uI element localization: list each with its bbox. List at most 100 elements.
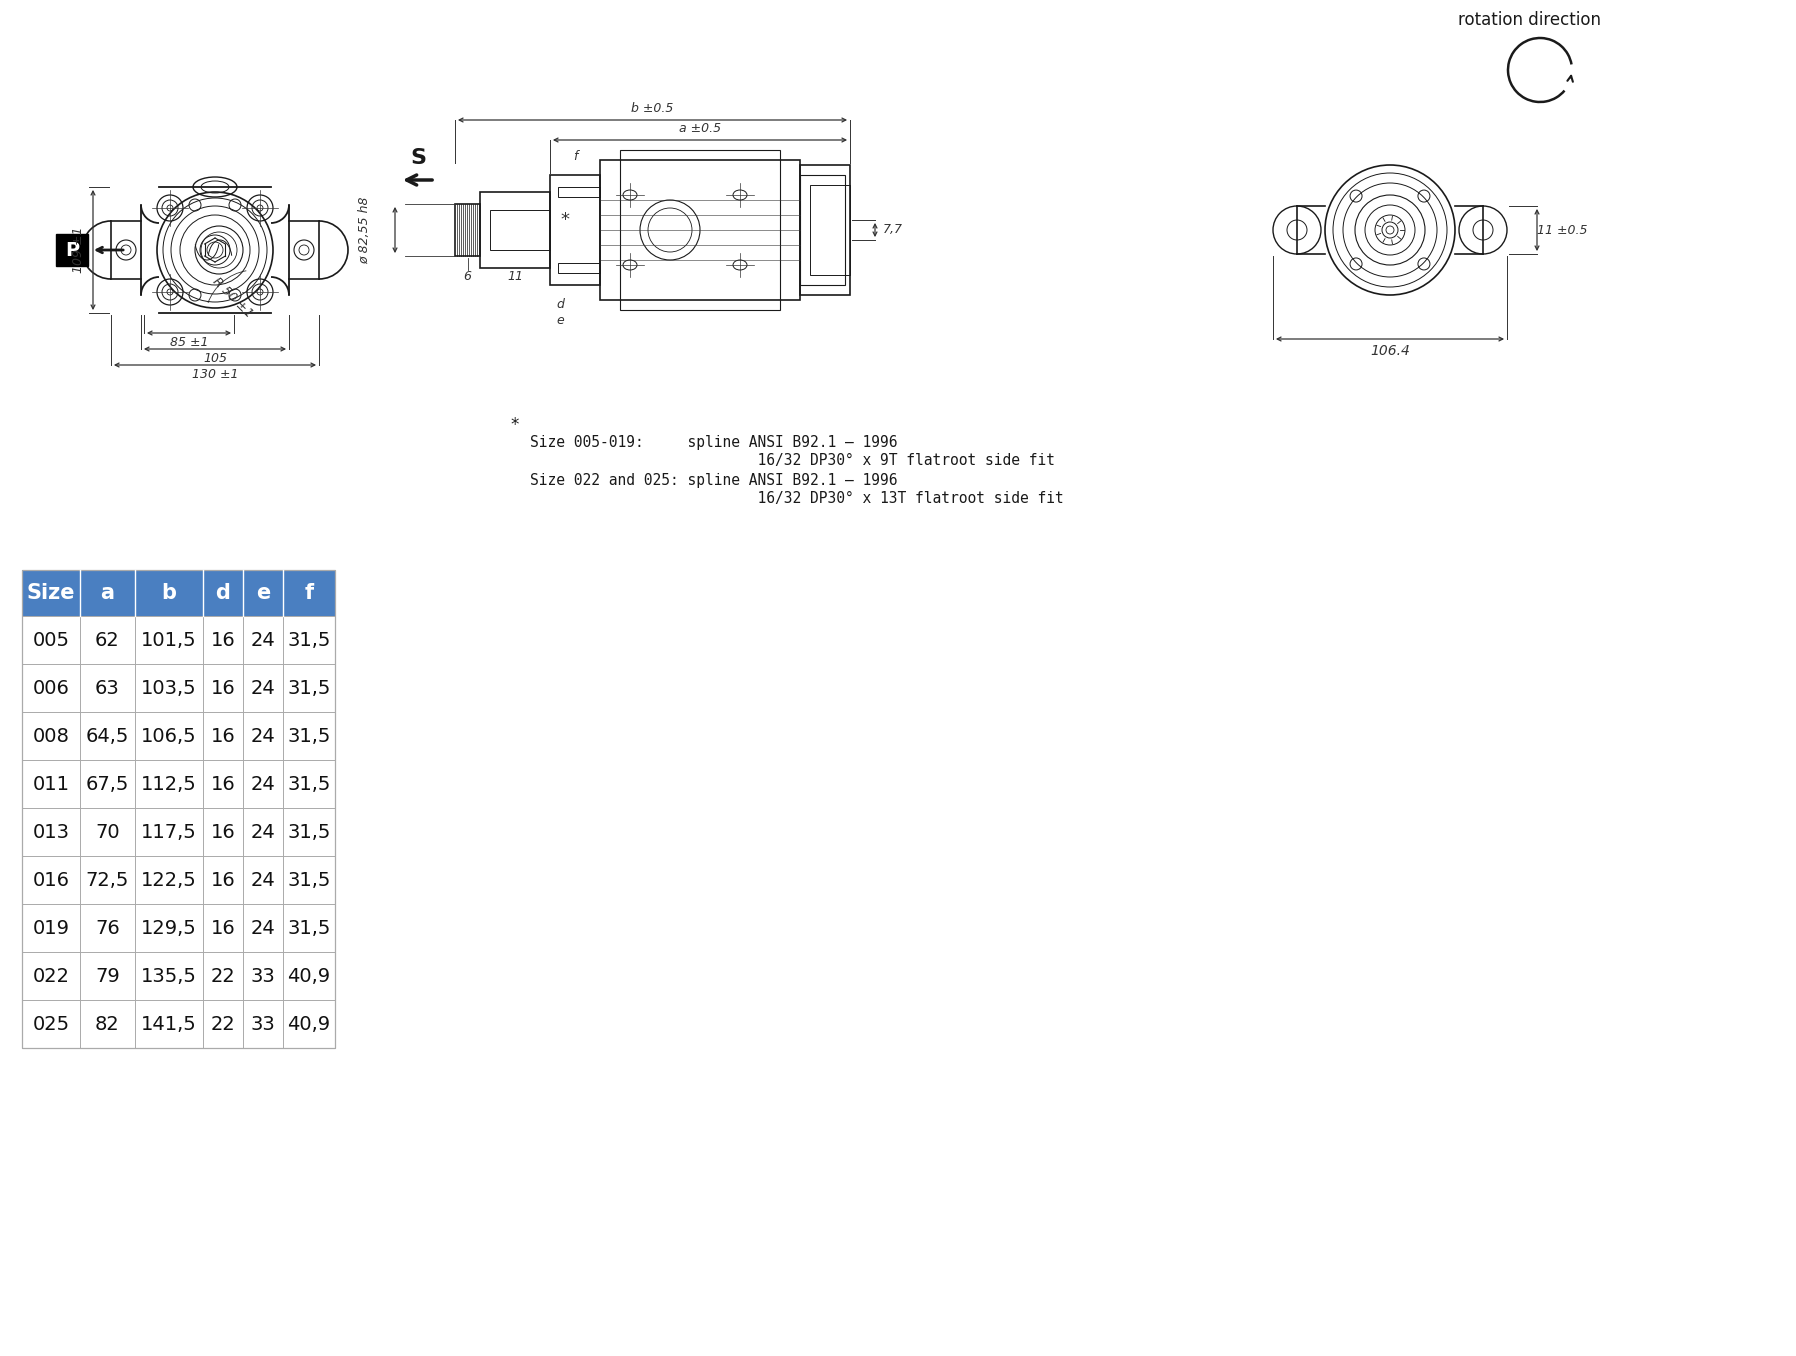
Text: d: d: [557, 298, 564, 312]
Text: 85 ±1: 85 ±1: [171, 336, 208, 350]
Bar: [203, 570, 242, 616]
Text: 016: 016: [32, 871, 70, 890]
Bar: [22, 570, 336, 616]
Text: 31,5: 31,5: [287, 727, 330, 746]
Text: 31,5: 31,5: [287, 823, 330, 842]
Text: 24: 24: [251, 774, 275, 793]
Text: 24: 24: [251, 631, 275, 650]
Bar: [454, 203, 480, 256]
Text: 16: 16: [210, 918, 235, 937]
Text: 67,5: 67,5: [86, 774, 129, 793]
Text: 129,5: 129,5: [142, 918, 198, 937]
Text: 11: 11: [506, 270, 523, 282]
Bar: [799, 175, 844, 285]
Text: 7,7: 7,7: [884, 224, 903, 236]
Text: a ±0.5: a ±0.5: [679, 122, 720, 134]
Text: 101,5: 101,5: [142, 631, 198, 650]
Text: 011: 011: [32, 774, 70, 793]
Text: e: e: [255, 583, 269, 603]
Text: 141,5: 141,5: [142, 1014, 198, 1033]
Bar: [22, 570, 81, 616]
Text: b: b: [162, 583, 176, 603]
Text: 31,5: 31,5: [287, 871, 330, 890]
Text: 31,5: 31,5: [287, 678, 330, 697]
Text: 025: 025: [32, 1014, 70, 1033]
Bar: [810, 184, 850, 275]
Text: Size: Size: [27, 583, 75, 603]
Text: 64,5: 64,5: [86, 727, 129, 746]
Text: 16: 16: [210, 727, 235, 746]
Bar: [620, 151, 779, 311]
Text: 005: 005: [32, 631, 70, 650]
Text: 16: 16: [210, 678, 235, 697]
Bar: [559, 263, 600, 273]
Text: 79: 79: [95, 967, 120, 986]
Text: 40,9: 40,9: [287, 967, 330, 986]
FancyBboxPatch shape: [56, 235, 88, 266]
Text: 31,5: 31,5: [287, 631, 330, 650]
Text: 109 ±1: 109 ±1: [72, 226, 86, 274]
Text: 24: 24: [251, 871, 275, 890]
Text: *: *: [510, 416, 519, 434]
Text: f: f: [573, 151, 577, 164]
Text: 31,5: 31,5: [287, 774, 330, 793]
Text: 62: 62: [95, 631, 120, 650]
Text: 22: 22: [210, 967, 235, 986]
Bar: [81, 570, 135, 616]
Text: R 50 ±1: R 50 ±1: [210, 275, 255, 320]
Bar: [550, 175, 600, 285]
Text: 122,5: 122,5: [142, 871, 198, 890]
Text: 33: 33: [251, 1014, 275, 1033]
Text: rotation direction: rotation direction: [1458, 11, 1602, 28]
Text: 16: 16: [210, 774, 235, 793]
Text: 135,5: 135,5: [142, 967, 198, 986]
Text: 24: 24: [251, 727, 275, 746]
Text: 022: 022: [32, 967, 70, 986]
Text: 106,5: 106,5: [142, 727, 198, 746]
Text: 16: 16: [210, 631, 235, 650]
Text: 112,5: 112,5: [142, 774, 198, 793]
Text: 22: 22: [210, 1014, 235, 1033]
Text: 24: 24: [251, 918, 275, 937]
Text: 130 ±1: 130 ±1: [192, 369, 239, 381]
Text: 33: 33: [251, 967, 275, 986]
Text: f: f: [305, 583, 314, 603]
Text: a: a: [101, 583, 115, 603]
Text: S: S: [409, 148, 426, 168]
Text: 82: 82: [95, 1014, 120, 1033]
Text: 006: 006: [32, 678, 70, 697]
Text: Size 005-019:     spline ANSI B92.1 – 1996: Size 005-019: spline ANSI B92.1 – 1996: [530, 435, 898, 450]
Text: 019: 019: [32, 918, 70, 937]
Text: 24: 24: [251, 678, 275, 697]
Text: *: *: [560, 212, 569, 229]
Text: 16: 16: [210, 871, 235, 890]
Text: 103,5: 103,5: [142, 678, 198, 697]
Text: b ±0.5: b ±0.5: [632, 102, 674, 114]
Text: 72,5: 72,5: [86, 871, 129, 890]
Text: d: d: [216, 583, 230, 603]
Bar: [480, 193, 550, 268]
Text: 76: 76: [95, 918, 120, 937]
Text: 31,5: 31,5: [287, 918, 330, 937]
Text: 013: 013: [32, 823, 70, 842]
Text: Size 022 and 025: spline ANSI B92.1 – 1996: Size 022 and 025: spline ANSI B92.1 – 19…: [530, 473, 898, 488]
Text: 70: 70: [95, 823, 120, 842]
Text: e: e: [557, 313, 564, 327]
Text: 6: 6: [463, 270, 472, 282]
Bar: [559, 187, 600, 197]
Bar: [242, 570, 284, 616]
Bar: [600, 160, 799, 300]
Text: ø 82,55 h8: ø 82,55 h8: [359, 197, 372, 264]
Text: 24: 24: [251, 823, 275, 842]
Text: 40,9: 40,9: [287, 1014, 330, 1033]
Bar: [284, 570, 336, 616]
Text: 16: 16: [210, 823, 235, 842]
Bar: [799, 165, 850, 296]
Text: P: P: [65, 240, 79, 259]
Text: 106.4: 106.4: [1370, 344, 1410, 358]
Text: 117,5: 117,5: [142, 823, 198, 842]
Bar: [490, 210, 550, 250]
Text: 11 ±0.5: 11 ±0.5: [1537, 224, 1588, 236]
Text: 008: 008: [32, 727, 70, 746]
Text: 16/32 DP30° x 13T flatroot side fit: 16/32 DP30° x 13T flatroot side fit: [530, 491, 1063, 507]
